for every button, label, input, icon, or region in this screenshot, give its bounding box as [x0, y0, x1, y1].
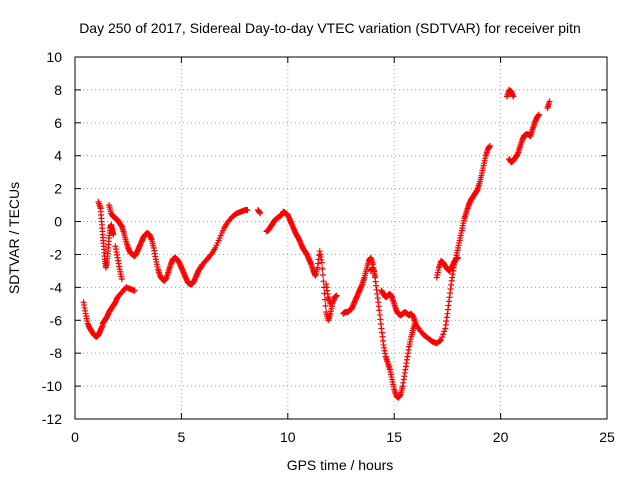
y-tick-label: 0	[54, 214, 62, 230]
x-tick-label: 5	[178, 429, 186, 445]
y-tick-label: -10	[42, 378, 62, 394]
y-tick-label: -6	[50, 312, 63, 328]
data-point	[438, 337, 445, 344]
data-point	[257, 210, 264, 217]
x-tick-label: 15	[386, 429, 402, 445]
data-point	[322, 296, 329, 303]
y-tick-label: -4	[50, 279, 63, 295]
x-tick-label: 25	[599, 429, 615, 445]
plot-frame	[74, 56, 608, 420]
data-point	[327, 300, 334, 307]
data-point	[118, 276, 125, 283]
data-point	[319, 265, 326, 272]
axis-ticks	[74, 56, 608, 420]
y-tick-label: 10	[46, 49, 62, 65]
y-tick-label: 6	[54, 115, 62, 131]
data-point	[441, 328, 448, 335]
data-point	[436, 337, 443, 344]
data-point	[372, 272, 379, 279]
x-tick-label: 0	[71, 429, 79, 445]
data-point	[244, 207, 251, 214]
data-point	[319, 272, 326, 279]
data-point	[333, 292, 340, 299]
y-tick-label: 8	[54, 82, 62, 98]
y-tick-label: -12	[42, 411, 62, 427]
data-point	[486, 142, 493, 149]
data-points	[80, 86, 553, 401]
data-point	[455, 254, 462, 261]
data-point	[440, 331, 447, 338]
data-point	[439, 334, 446, 341]
y-tick-label: 4	[54, 148, 62, 164]
data-point	[110, 231, 117, 238]
data-point	[131, 287, 138, 294]
data-point	[318, 259, 325, 266]
x-tick-label: 20	[493, 429, 509, 445]
chart-title: Day 250 of 2017, Sidereal Day-to-day VTE…	[79, 20, 581, 36]
y-tick-label: -8	[50, 345, 63, 361]
y-tick-label: 2	[54, 181, 62, 197]
data-point	[322, 302, 329, 309]
data-point	[546, 98, 553, 105]
y-tick-label: -2	[50, 246, 63, 262]
y-axis-label: SDTVAR / TECUs	[6, 182, 22, 294]
x-tick-label: 10	[280, 429, 296, 445]
tick-labels: 0 5 10 15 20 25 -12 -10 -8 -6 -4 -2 0 2 4 6 8 10	[42, 49, 615, 445]
grid	[75, 57, 607, 419]
data-point	[510, 93, 517, 100]
x-axis-label: GPS time / hours	[287, 457, 394, 473]
data-point	[535, 111, 542, 118]
data-point	[320, 278, 327, 285]
